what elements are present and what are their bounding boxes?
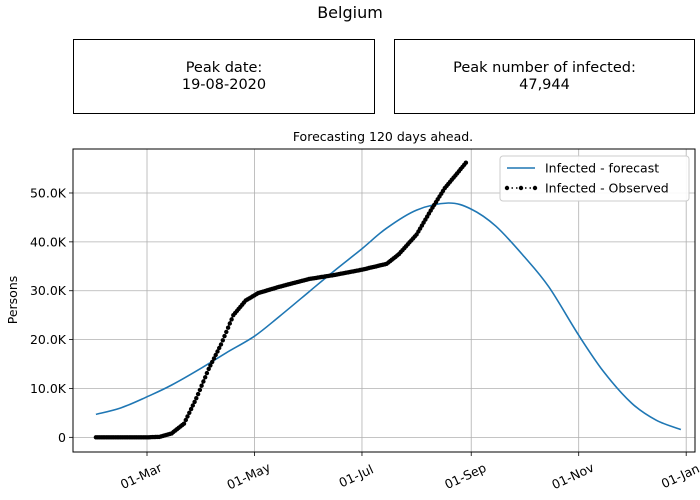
legend-observed-marker-end — [532, 185, 538, 191]
y-tick-label: 10.0K — [30, 381, 67, 396]
observed-point — [204, 370, 210, 376]
observed-point — [215, 349, 220, 354]
observed-point — [220, 338, 225, 343]
axis-ticks: 01-Mar 01-May 01-Jul 01-Sep 01-Nov 01-Jan 0 10.… — [30, 185, 700, 492]
observed-point — [206, 366, 211, 372]
observed-point — [225, 325, 231, 330]
series-layer — [93, 160, 682, 440]
observed-point — [203, 375, 208, 380]
observed-point — [187, 410, 192, 415]
y-tick-label: 0 — [58, 430, 66, 445]
observed-point — [217, 345, 222, 351]
observed-point — [229, 317, 234, 322]
observed-point — [195, 391, 201, 397]
observed-point — [185, 414, 190, 419]
chart-title: Forecasting 120 days ahead. — [293, 129, 473, 144]
y-tick-label: 20.0K — [30, 332, 67, 347]
observed-point — [188, 406, 194, 412]
observed-line — [95, 162, 467, 439]
x-tick-label: 01-Jul — [336, 461, 375, 490]
legend-forecast-label: Infected - forecast — [545, 161, 659, 176]
plot-frame — [72, 148, 696, 453]
legend-observed-marker-mid — [518, 185, 524, 191]
observed-point — [183, 417, 188, 423]
observed-point — [208, 363, 213, 368]
observed-point — [194, 396, 199, 401]
observed-point — [227, 321, 232, 326]
x-tick-label: 01-Jan — [659, 461, 700, 492]
figure-title: Belgium — [317, 3, 383, 22]
observed-point — [197, 387, 203, 393]
observed-point — [181, 421, 187, 426]
observed-point — [224, 329, 229, 335]
observed-point — [222, 333, 227, 339]
observed-point — [213, 352, 218, 358]
y-tick-label: 40.0K — [30, 234, 67, 249]
y-axis-label: Persons — [5, 276, 20, 325]
legend-observed-label: Infected - Observed — [545, 181, 669, 196]
peak-number-value: 47,944 — [519, 76, 570, 93]
peak-date-box: Peak date: 19-08-2020 — [73, 39, 375, 114]
observed-point — [211, 356, 217, 361]
x-tick-label: 01-Nov — [549, 459, 596, 492]
observed-point — [192, 399, 197, 405]
observed-point — [210, 359, 215, 365]
peak-number-label: Peak number of infected: — [453, 59, 636, 76]
legend-frame — [499, 155, 690, 202]
x-tick-label: 01-Sep — [442, 460, 488, 492]
peak-date-value: 19-08-2020 — [181, 76, 267, 93]
peak-date-label: Peak date: — [185, 59, 263, 76]
x-tick-label: 01-May — [224, 459, 273, 492]
y-tick-label: 30.0K — [30, 283, 67, 298]
legend: Infected - forecast Infected - Observed — [499, 155, 690, 202]
observed-point — [190, 403, 195, 408]
observed-point — [199, 383, 204, 388]
x-tick-label: 01-Mar — [118, 459, 165, 492]
legend-observed-marker-start — [504, 185, 510, 191]
observed-point — [201, 379, 206, 384]
observed-point — [463, 160, 469, 165]
peak-number-box: Peak number of infected: 47,944 — [394, 39, 695, 114]
forecast-line — [95, 202, 682, 431]
observed-point — [218, 342, 224, 347]
y-tick-label: 50.0K — [30, 185, 67, 200]
